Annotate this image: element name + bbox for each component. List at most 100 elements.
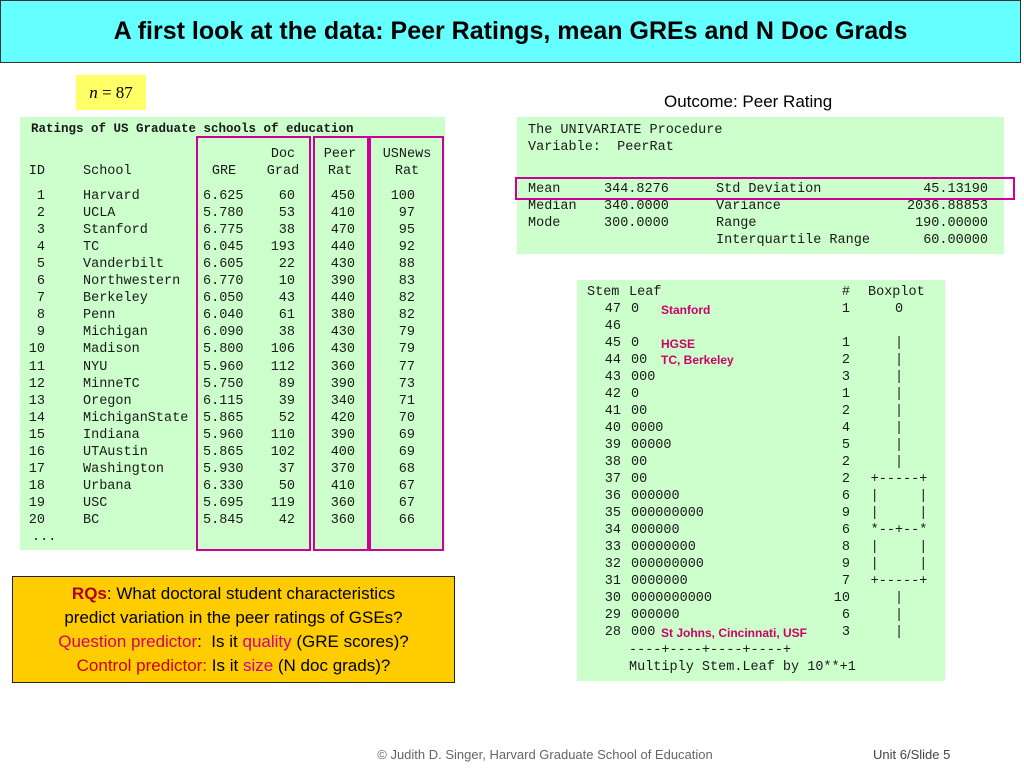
table-cell: 370 bbox=[330, 461, 355, 477]
leaf: 0000 bbox=[631, 421, 664, 436]
leaf: 000000000 bbox=[631, 506, 704, 521]
boxplot-glyph: +-----+ bbox=[870, 574, 928, 589]
table-cell: 440 bbox=[330, 291, 355, 307]
table-cell: 380 bbox=[330, 308, 355, 324]
table-cell: 95 bbox=[398, 223, 415, 239]
table-cell: 60 bbox=[278, 189, 295, 204]
table-cell: 82 bbox=[398, 308, 415, 324]
boxplot-glyph: | bbox=[894, 353, 904, 368]
table-cell: 390 bbox=[330, 376, 355, 392]
table-ellipsis: ... bbox=[32, 530, 57, 545]
leaf: 000 bbox=[631, 625, 656, 640]
table-cell: 39 bbox=[278, 393, 295, 409]
table-cell: 360 bbox=[330, 359, 355, 375]
stat-value: 60.00000 bbox=[923, 233, 988, 248]
table-cell: 6.115 bbox=[203, 393, 244, 409]
table-cell: 88 bbox=[398, 257, 415, 273]
table-cell: 12 bbox=[28, 376, 45, 392]
stat-label: Mode bbox=[528, 216, 561, 231]
boxplot-glyph: | | bbox=[870, 489, 928, 504]
table-cell: Michigan bbox=[83, 325, 148, 341]
table-cell: 10 bbox=[28, 342, 45, 358]
leaf: 0000000 bbox=[631, 574, 688, 589]
stem: 41 bbox=[604, 404, 621, 419]
usnews-highlight bbox=[369, 136, 444, 551]
boxplot-glyph: | bbox=[894, 370, 904, 385]
column-header: Rat bbox=[394, 164, 420, 179]
table-cell: 106 bbox=[270, 342, 295, 358]
leaf: 0 bbox=[631, 336, 640, 351]
column-header: Doc bbox=[270, 147, 296, 162]
sample-size-box: n = 87 bbox=[76, 75, 146, 110]
table-cell: 5.780 bbox=[203, 206, 244, 222]
table-cell: NYU bbox=[83, 359, 108, 375]
table-cell: 69 bbox=[398, 427, 415, 443]
table-cell: 6.090 bbox=[203, 325, 244, 341]
table-cell: 6.770 bbox=[203, 274, 244, 290]
leaf-count: 6 bbox=[841, 523, 850, 538]
table-cell: 400 bbox=[330, 444, 355, 460]
table-cell: 37 bbox=[278, 461, 295, 477]
leaf: 00 bbox=[631, 404, 648, 419]
column-header: USNews bbox=[382, 147, 432, 162]
stem: 47 bbox=[604, 302, 621, 317]
table-cell: 470 bbox=[330, 223, 355, 239]
stem-leaf-footnote: Multiply Stem.Leaf by 10**+1 bbox=[629, 660, 856, 675]
table-cell: UTAustin bbox=[83, 444, 148, 460]
leaf: 000000000 bbox=[631, 557, 704, 572]
boxplot-glyph: | bbox=[894, 404, 904, 419]
leaf: 00 bbox=[631, 353, 648, 368]
leaf-count: 6 bbox=[841, 608, 850, 623]
footer-slide: Unit 6/Slide 5 bbox=[873, 747, 951, 762]
leaf: 000000 bbox=[631, 608, 680, 623]
table-cell: 82 bbox=[398, 291, 415, 307]
table-cell: 390 bbox=[330, 274, 355, 290]
rq-keyword: size bbox=[242, 656, 274, 675]
boxplot-glyph: | bbox=[894, 455, 904, 470]
gre-highlight bbox=[196, 136, 311, 551]
stem: 28 bbox=[604, 625, 621, 640]
stem-leaf-axis: ----+----+----+----+ bbox=[629, 643, 792, 658]
stem: 39 bbox=[604, 438, 621, 453]
annotation: HGSE bbox=[661, 337, 696, 351]
table-cell: 61 bbox=[278, 308, 295, 324]
leaf: 000000 bbox=[631, 523, 680, 538]
leaf-count: 4 bbox=[841, 421, 850, 436]
table-cell: 6.605 bbox=[203, 257, 244, 273]
column-header: Rat bbox=[327, 164, 353, 179]
stat-label: Range bbox=[716, 216, 757, 231]
table-cell: 11 bbox=[28, 359, 45, 375]
table-cell: 53 bbox=[278, 206, 295, 222]
table-cell: 89 bbox=[278, 376, 295, 392]
leaf: 0 bbox=[631, 302, 640, 317]
table-cell: 69 bbox=[398, 444, 415, 460]
rq-text: predict variation in the peer ratings of… bbox=[64, 608, 403, 627]
table-cell: 6.045 bbox=[203, 240, 244, 256]
leaf: 000 bbox=[631, 370, 656, 385]
column-header: GRE bbox=[211, 164, 237, 179]
leaf-count: 1 bbox=[841, 302, 850, 317]
boxplot-glyph: | bbox=[894, 438, 904, 453]
table-cell: 450 bbox=[330, 189, 355, 204]
table-cell: 2 bbox=[36, 206, 45, 222]
stem: 30 bbox=[604, 591, 621, 606]
stat-label: Interquartile Range bbox=[716, 233, 870, 248]
stem: 44 bbox=[604, 353, 621, 368]
table-cell: 43 bbox=[278, 291, 295, 307]
output-line: Variable: PeerRat bbox=[528, 140, 674, 155]
stem: 36 bbox=[604, 489, 621, 504]
boxplot-glyph: +-----+ bbox=[870, 472, 928, 487]
rq-text: : Is it bbox=[197, 632, 243, 651]
column-header: School bbox=[83, 164, 132, 179]
table-cell: 110 bbox=[270, 427, 295, 443]
table-cell: 92 bbox=[398, 240, 415, 256]
stat-value: 45.13190 bbox=[923, 182, 988, 197]
table-cell: 5.960 bbox=[203, 359, 244, 375]
table-cell: Stanford bbox=[83, 223, 148, 239]
table-cell: 70 bbox=[398, 410, 415, 426]
leaf: 0 bbox=[631, 387, 640, 402]
table-cell: Berkeley bbox=[83, 291, 148, 307]
table-cell: 38 bbox=[278, 223, 295, 239]
data-table-panel bbox=[20, 117, 445, 550]
table-cell: Madison bbox=[83, 342, 140, 358]
